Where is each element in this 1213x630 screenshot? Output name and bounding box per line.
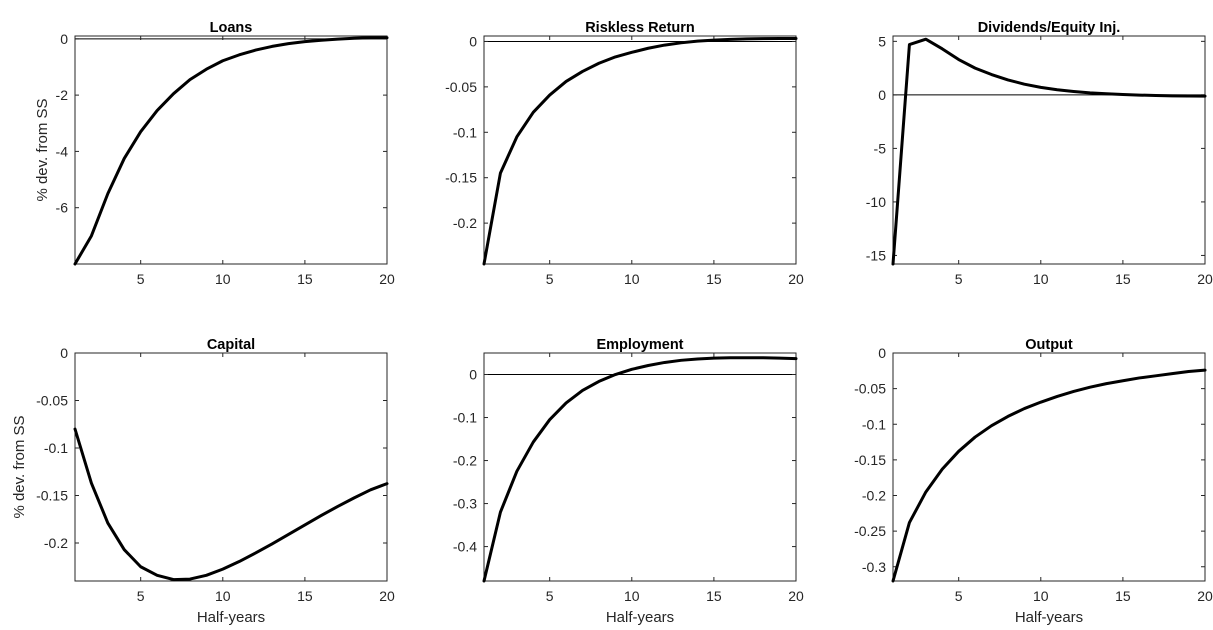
- y-tick-label: -0.1: [453, 124, 477, 140]
- x-axis-label: Half-years: [606, 609, 674, 626]
- panel-title: Loans: [210, 20, 253, 36]
- x-tick-label: 5: [137, 271, 145, 287]
- y-tick-label: -5: [874, 140, 887, 156]
- axes-box: [892, 352, 1206, 582]
- panel-title: Riskless Return: [585, 20, 695, 36]
- x-tick-label: 15: [297, 271, 313, 287]
- panel-loans: 5 10 15 20 0 -2 -4 -6 Loans % dev. from SS: [34, 20, 395, 287]
- y-tick-label: 0: [469, 33, 477, 49]
- y-axis-label: % dev. from SS: [34, 98, 51, 201]
- y-tick-label: -0.3: [453, 496, 477, 512]
- series-line-employment: [482, 356, 798, 583]
- y-tick-label: -0.1: [862, 416, 886, 432]
- y-tick-label: -0.4: [453, 539, 477, 555]
- x-tick-label: 20: [1197, 588, 1213, 604]
- x-tick-label: 20: [788, 271, 804, 287]
- panel-title: Output: [1025, 337, 1073, 353]
- x-tick-label: 15: [297, 588, 313, 604]
- y-tick-label: -0.05: [445, 79, 477, 95]
- y-tick-label: -6: [56, 200, 69, 216]
- y-tick-label: 0: [469, 367, 477, 383]
- panel-riskless-return: 5 10 15 20 0 -0.05 -0.1 -0.15 -0.2 Riskless Retur…: [445, 20, 804, 287]
- y-tick-label: -4: [56, 143, 69, 159]
- x-tick-label: 10: [1033, 271, 1049, 287]
- y-tick-label: -0.25: [854, 523, 886, 539]
- series-line-loans: [73, 36, 389, 266]
- y-tick-label: -0.05: [854, 381, 886, 397]
- x-tick-label: 20: [379, 271, 395, 287]
- y-tick-label: -0.15: [445, 170, 477, 186]
- series-line-output: [891, 368, 1207, 583]
- y-tick-label: 0: [60, 345, 68, 361]
- x-tick-label: 15: [1115, 271, 1131, 287]
- y-tick-label: -0.1: [453, 410, 477, 426]
- series-line-capital: [73, 427, 389, 582]
- panel-capital: 5 10 15 20 0 -0.05 -0.1 -0.15 -0.2 Capital Half-ye…: [11, 337, 395, 626]
- y-tick-label: -0.05: [36, 393, 68, 409]
- y-tick-label: -0.15: [854, 452, 886, 468]
- x-tick-label: 10: [215, 588, 231, 604]
- x-tick-label: 5: [955, 588, 963, 604]
- axes-box: [74, 35, 388, 265]
- x-axis-label: Half-years: [1015, 609, 1083, 626]
- panel-dividends-equity-inj: 5 10 15 20 5 0 -5 -10 -15 Dividends/Equity Inj.: [866, 20, 1213, 287]
- x-axis-label: Half-years: [197, 609, 265, 626]
- y-tick-label: -0.2: [453, 453, 477, 469]
- y-tick-label: -2: [56, 87, 69, 103]
- x-tick-label: 20: [379, 588, 395, 604]
- y-tick-label: 0: [60, 31, 68, 47]
- series-line-dividends-equity-inj: [891, 37, 1207, 266]
- x-tick-label: 10: [624, 271, 640, 287]
- panel-title: Dividends/Equity Inj.: [978, 20, 1121, 36]
- y-axis-label: % dev. from SS: [11, 415, 28, 518]
- panel-title: Employment: [596, 337, 683, 353]
- x-tick-label: 10: [1033, 588, 1049, 604]
- axes-box: [892, 35, 1206, 265]
- axes-box: [74, 352, 388, 582]
- y-tick-label: 5: [878, 33, 886, 49]
- panel-title: Capital: [207, 337, 255, 353]
- y-tick-label: 0: [878, 345, 886, 361]
- x-tick-label: 15: [706, 271, 722, 287]
- axes-box: [483, 35, 797, 265]
- x-tick-label: 5: [955, 271, 963, 287]
- axes-box: [483, 352, 797, 582]
- series-line-riskless-return: [482, 36, 798, 266]
- x-tick-label: 10: [624, 588, 640, 604]
- x-tick-label: 20: [1197, 271, 1213, 287]
- panel-output: 5 10 15 20 0 -0.05 -0.1 -0.15 -0.2 -0.25 -0.3 Outpu…: [854, 337, 1213, 626]
- y-tick-label: -0.2: [453, 215, 477, 231]
- x-tick-label: 5: [546, 271, 554, 287]
- x-tick-label: 15: [1115, 588, 1131, 604]
- y-tick-label: -10: [866, 194, 886, 210]
- y-tick-label: 0: [878, 87, 886, 103]
- y-tick-label: -0.1: [44, 440, 68, 456]
- y-tick-label: -0.3: [862, 559, 886, 575]
- y-tick-label: -15: [866, 247, 886, 263]
- x-tick-label: 5: [137, 588, 145, 604]
- x-tick-label: 20: [788, 588, 804, 604]
- panel-employment: 5 10 15 20 0 -0.1 -0.2 -0.3 -0.4 Employment Half-y…: [453, 337, 804, 626]
- y-tick-label: -0.15: [36, 488, 68, 504]
- x-tick-label: 15: [706, 588, 722, 604]
- y-tick-label: -0.2: [44, 535, 68, 551]
- y-tick-label: -0.2: [862, 488, 886, 504]
- x-tick-label: 10: [215, 271, 231, 287]
- x-tick-label: 5: [546, 588, 554, 604]
